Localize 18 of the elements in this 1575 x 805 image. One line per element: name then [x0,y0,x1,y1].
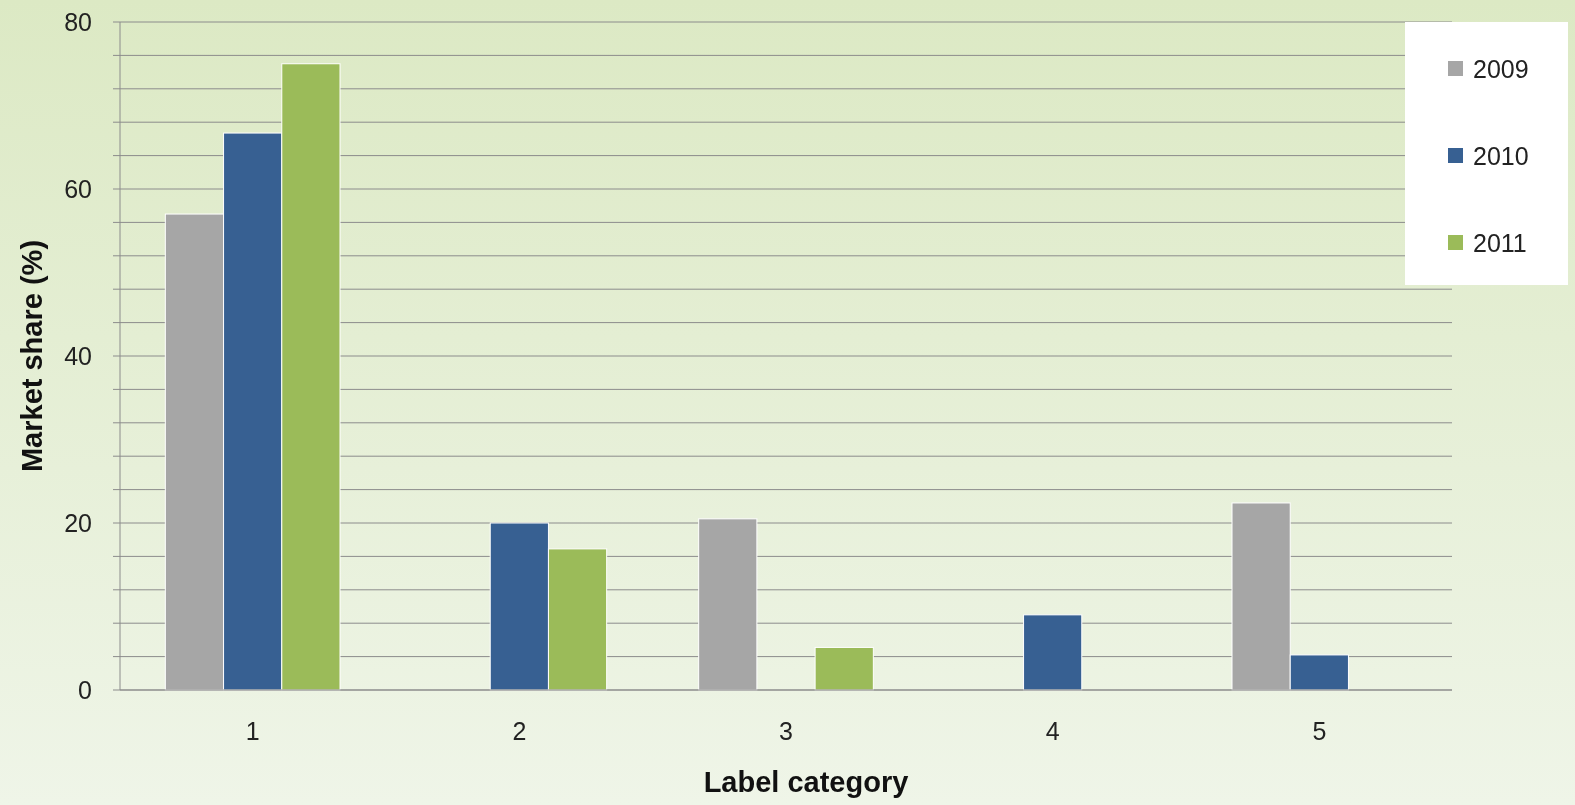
bar [698,518,758,691]
legend-label: 2011 [1473,228,1527,257]
y-tick-label: 80 [64,7,92,36]
y-tick-label: 20 [64,508,92,537]
bar [1023,614,1083,691]
y-tick-label: 60 [64,174,92,203]
y-tick-label: 0 [78,675,92,704]
bar [814,646,874,691]
y-axis-title: Market share (%) [16,239,48,473]
x-tick-label: 1 [245,717,260,745]
legend-label: 2009 [1473,54,1529,83]
x-axis-title: Label category [703,766,909,798]
text: 2010 [1473,141,1529,170]
x-tick-label: 3 [779,717,793,745]
y-tick-label: 40 [64,341,92,370]
x-tick-label: 5 [1312,717,1327,745]
x-tick-label: 4 [1045,717,1060,745]
x-tick-label: 2 [512,717,527,745]
